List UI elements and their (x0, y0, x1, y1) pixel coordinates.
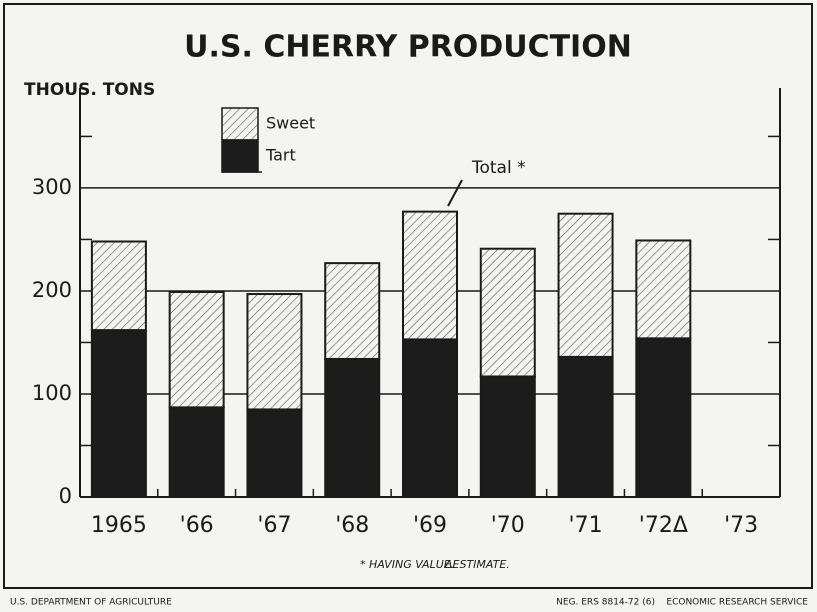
x-tick-label: '68 (335, 513, 369, 538)
chart-title: U.S. CHERRY PRODUCTION (184, 30, 632, 65)
x-tick-label: '73 (724, 513, 758, 538)
x-tick-label: '69 (413, 513, 447, 538)
y-tick-label: 300 (32, 175, 72, 199)
bar-segment (324, 357, 381, 498)
legend-label: Sweet (266, 114, 315, 133)
frame (3, 3, 813, 589)
x-tick-label: '67 (257, 513, 291, 538)
x-tick-label: '72Δ (639, 513, 688, 538)
bar-segment (168, 406, 225, 498)
bar-segment (635, 337, 692, 498)
legend-swatch (221, 107, 259, 141)
footnote: * HAVING VALUE. (360, 558, 454, 571)
bar-segment (479, 375, 536, 498)
annotation-pointer (447, 179, 463, 207)
x-tick-label: 1965 (91, 513, 147, 538)
x-tick-label: '71 (569, 513, 603, 538)
bar-segment (90, 329, 147, 498)
legend-label: Tart (265, 146, 296, 165)
x-tick-label: '70 (491, 513, 525, 538)
footnote: ΔESTIMATE. (444, 558, 510, 571)
total-annotation: Total * (471, 158, 526, 178)
footer-left: U.S. DEPARTMENT OF AGRICULTURE (10, 598, 172, 608)
bar-segment (557, 212, 614, 358)
bar-segment (324, 262, 381, 360)
bar-segment (168, 290, 225, 409)
bar-segment (402, 210, 458, 341)
x-tick-label: '66 (180, 513, 214, 538)
footer-right: NEG. ERS 8814-72 (6) ECONOMIC RESEARCH S… (556, 598, 808, 608)
y-tick-label: 100 (32, 381, 72, 405)
legend-swatch (221, 139, 259, 173)
bar-segment (90, 240, 147, 332)
bar-segment (402, 338, 458, 498)
bar-segment (246, 293, 303, 411)
bar-segment (246, 408, 303, 498)
y-tick-label: 200 (32, 278, 72, 302)
bar-segment (635, 239, 692, 340)
bar-segment (557, 355, 614, 498)
bar-segment (479, 247, 536, 378)
y-tick-label: 0 (59, 484, 72, 508)
y-axis-label: THOUS. TONS (24, 80, 155, 100)
